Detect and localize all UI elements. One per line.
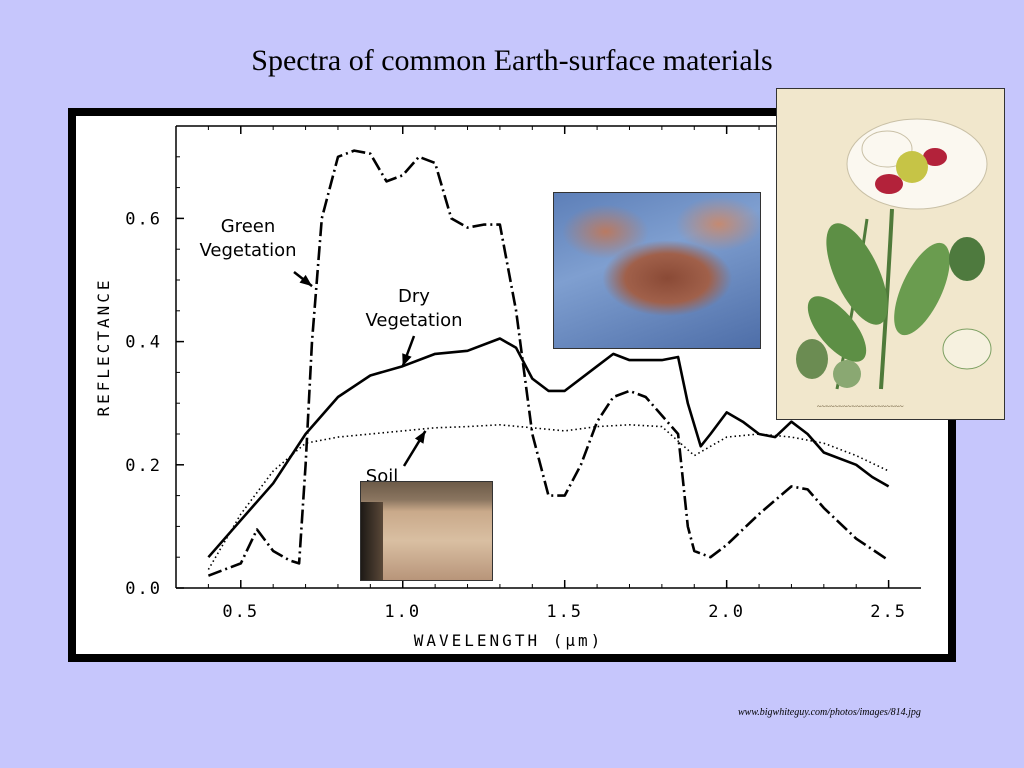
source-credit: www.bigwhiteguy.com/photos/images/814.jp… bbox=[738, 707, 921, 718]
annotation-label: Dry bbox=[398, 286, 430, 307]
x-tick-label: 2.0 bbox=[708, 602, 745, 622]
annotation-arrowhead bbox=[299, 274, 313, 287]
soil-photo bbox=[360, 481, 493, 581]
annotation-arrowhead bbox=[402, 353, 412, 367]
x-tick-label: 0.5 bbox=[222, 602, 259, 622]
annotation-arrowhead bbox=[414, 430, 426, 444]
y-tick-label: 0.2 bbox=[125, 456, 162, 476]
poppy-drawing: ~~~~~~~~~~~~~~~~~~~~ bbox=[777, 89, 1004, 419]
y-tick-label: 0.6 bbox=[125, 209, 162, 229]
series-line-green-vegetation bbox=[207, 149, 890, 577]
dry-leaf-photo bbox=[553, 192, 761, 349]
x-tick-label: 1.5 bbox=[546, 602, 583, 622]
slide-title: Spectra of common Earth-surface material… bbox=[251, 44, 773, 77]
annotation-label: Vegetation bbox=[365, 310, 462, 331]
reflectance-chart: 0.5 1.0 1.5 2.0 2.5 0.0 0.2 0.4 0.6 WAVELENGTH (μ… bbox=[94, 125, 921, 650]
y-tick-label: 0.4 bbox=[125, 333, 162, 353]
x-axis-label: WAVELENGTH (μm) bbox=[414, 631, 604, 650]
x-tick-label: 1.0 bbox=[384, 602, 421, 622]
svg-text:~~~~~~~~~~~~~~~~~~~~: ~~~~~~~~~~~~~~~~~~~~ bbox=[817, 402, 904, 411]
y-tick-label: 0.0 bbox=[125, 579, 162, 599]
annotation-label: Vegetation bbox=[199, 240, 296, 261]
annotation-label: Green bbox=[221, 216, 276, 237]
series-layer bbox=[207, 149, 890, 577]
poppy-illustration: ~~~~~~~~~~~~~~~~~~~~ bbox=[776, 88, 1005, 420]
series-line-soil bbox=[207, 424, 889, 570]
labels-layer: 0.5 1.0 1.5 2.0 2.5 0.0 0.2 0.4 0.6 WAVELENGTH (μ… bbox=[94, 209, 907, 650]
x-tick-label: 2.5 bbox=[870, 602, 907, 622]
y-axis-label: REFLECTANCE bbox=[94, 278, 113, 417]
series-line-dry-vegetation bbox=[207, 337, 890, 559]
